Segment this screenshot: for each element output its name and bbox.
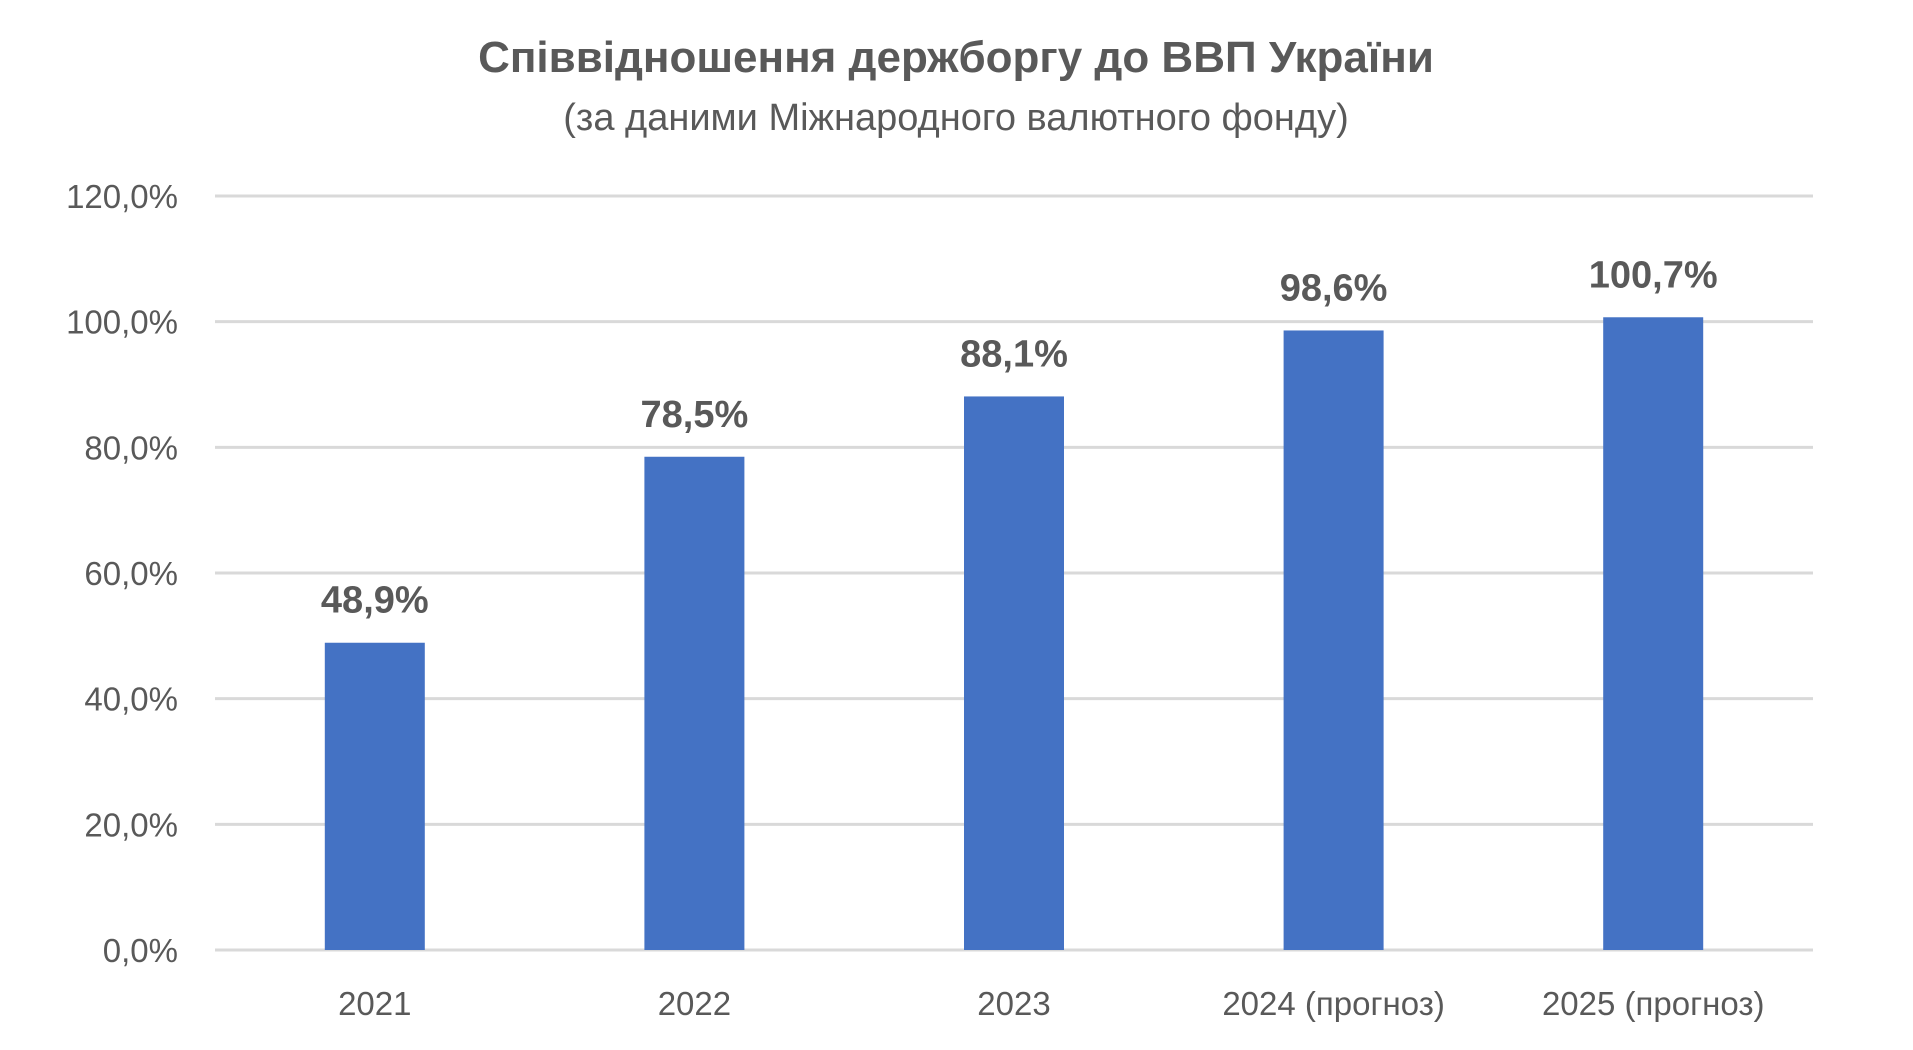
- x-axis-tick-labels: 2021 2022 2023 2024 (прогноз) 2025 (прогноз): [338, 985, 1764, 1022]
- bar: [644, 456, 745, 950]
- x-tick-label: 2024 (прогноз): [1222, 985, 1445, 1022]
- data-label: 78,5%: [641, 394, 749, 436]
- chart-title: Співвідношення держборгу до ВВП України: [478, 33, 1434, 82]
- y-tick-label: 80,0%: [84, 429, 178, 466]
- bar: [1603, 317, 1704, 951]
- x-tick-label: 2022: [658, 985, 731, 1022]
- y-tick-label: 120,0%: [66, 178, 178, 215]
- data-label: 98,6%: [1280, 267, 1388, 309]
- chart-subtitle: (за даними Міжнародного валютного фонду): [563, 97, 1348, 139]
- x-tick-label: 2023: [977, 985, 1050, 1022]
- bar: [964, 396, 1064, 950]
- x-tick-label: 2021: [338, 985, 411, 1022]
- y-tick-label: 0,0%: [103, 932, 178, 969]
- bar: [1283, 330, 1384, 950]
- data-label: 48,9%: [321, 580, 429, 622]
- bars: [324, 317, 1704, 951]
- data-labels: 48,9% 78,5% 88,1% 98,6% 100,7%: [321, 254, 1718, 621]
- data-label: 88,1%: [960, 333, 1068, 375]
- data-label: 100,7%: [1589, 254, 1718, 296]
- x-tick-label: 2025 (прогноз): [1542, 985, 1765, 1022]
- y-tick-label: 40,0%: [84, 681, 178, 718]
- y-axis-tick-labels: 0,0% 20,0% 40,0% 60,0% 80,0% 100,0% 120,0%: [66, 178, 178, 969]
- y-tick-label: 20,0%: [84, 806, 178, 843]
- y-tick-label: 100,0%: [66, 304, 178, 341]
- y-tick-label: 60,0%: [84, 555, 178, 592]
- bar: [324, 642, 425, 950]
